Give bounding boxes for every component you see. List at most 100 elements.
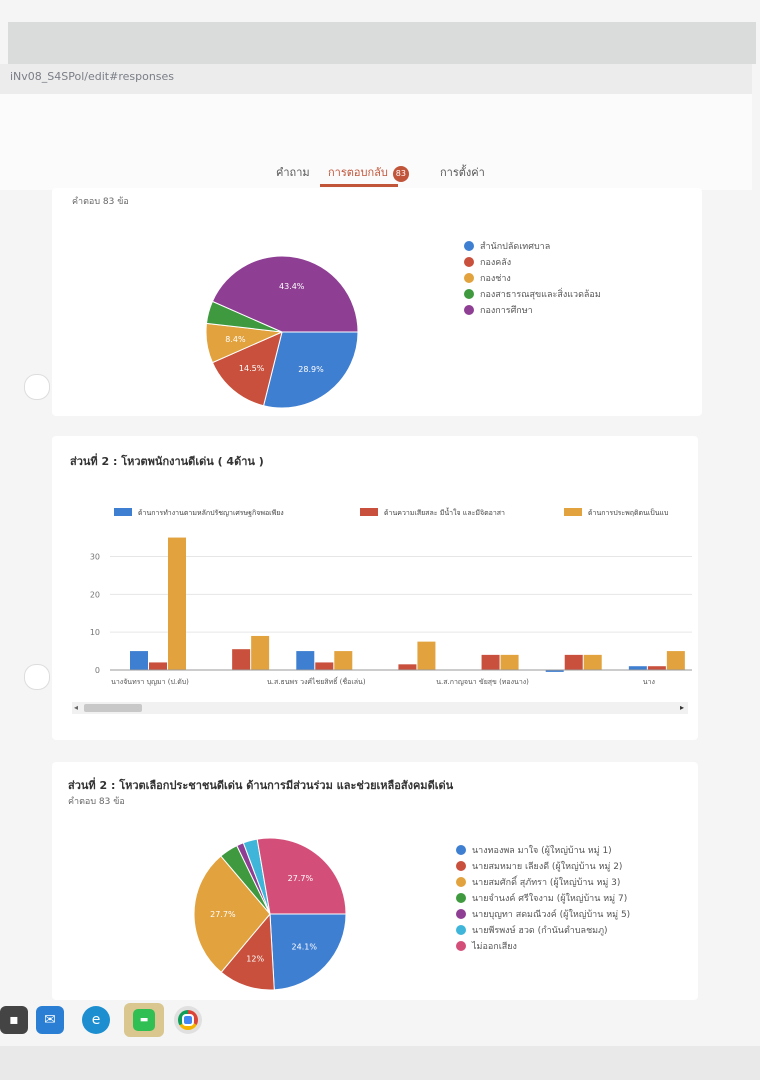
mail-icon[interactable]: ✉: [36, 1006, 64, 1034]
legend-label: นางทองพล มาใจ (ผู้ใหญ่บ้าน หมู่ 1): [472, 846, 612, 856]
response-count: คำตอบ 83 ข้อ: [68, 797, 125, 807]
x-tick-label: น.ส.ธนพร วงศ์ไชยสิทธิ์ (ชื่อเล่น): [267, 676, 366, 686]
pie-slice[interactable]: [193, 855, 271, 973]
bar[interactable]: [583, 654, 602, 670]
legend-label: ด้านความเสียสละ มีน้ำใจ และมีจิตอาสา: [384, 506, 505, 517]
line-app-icon[interactable]: ▬: [124, 1003, 164, 1037]
bar[interactable]: [296, 651, 315, 670]
pie-slice[interactable]: [262, 331, 359, 409]
binder-hole: [24, 374, 50, 400]
pie-slice-label: 27.7%: [288, 874, 314, 883]
legend-dot: [456, 925, 466, 935]
department-legend: สำนักปลัดเทศบาลกองคลังกองช่างกองสาธารณสุ…: [464, 238, 601, 318]
pie-slice-label: 24.1%: [292, 942, 318, 951]
pie-slice[interactable]: [211, 255, 359, 333]
legend-dot: [456, 941, 466, 951]
bar[interactable]: [500, 654, 519, 670]
pie-slice-label: 8.4%: [225, 335, 246, 344]
binder-hole: [24, 664, 50, 690]
tab-settings[interactable]: การตั้งค่า: [440, 166, 485, 179]
store-icon[interactable]: ▪: [0, 1006, 28, 1034]
legend-label: ด้านการทำงานตามหลักปรัชญาเศรษฐกิจพอเพียง: [138, 509, 284, 517]
legend-swatch: [564, 508, 582, 516]
x-tick-label: น.ส.กาญจนา ขัยสุข (ทองนาง): [436, 678, 529, 686]
scroll-right-icon[interactable]: ▸: [679, 703, 684, 712]
y-tick-label: 0: [95, 666, 100, 675]
bar[interactable]: [334, 651, 353, 670]
legend-label: นายสมศักดิ์ สุภัทรา (ผู้ใหญ่บ้าน หมู่ 3): [472, 878, 621, 888]
scroll-left-icon[interactable]: ◂: [74, 703, 79, 712]
department-pie-chart: 28.9% 14.5% 8.4% 43.4%: [205, 255, 359, 409]
citizen-pie-chart: 24.1% 12% 27.7% 27.7%: [193, 837, 347, 991]
response-card-employee-vote: ส่วนที่ 2 : โหวตพนักงานดีเด่น ( 4ด้าน ) …: [52, 436, 698, 740]
pie-slice[interactable]: [211, 331, 283, 407]
browser-tab-bar: [8, 22, 756, 64]
legend-item: กองช่าง: [464, 270, 601, 286]
legend-label: กองสาธารณสุขและสิ่งแวดล้อม: [480, 290, 601, 300]
legend-item: นายจำนงค์ ศรีใจงาม (ผู้ใหญ่บ้าน หมู่ 7): [456, 890, 630, 906]
legend-dot: [456, 877, 466, 887]
legend-label: นายสมหมาย เลียงดี (ผู้ใหญ่บ้าน หมู่ 2): [472, 862, 623, 872]
pie-slice[interactable]: [269, 913, 347, 991]
card-title: ส่วนที่ 2 : โหวตเลือกประชาชนดีเด่น ด้านก…: [68, 779, 454, 792]
legend-swatch: [114, 508, 132, 516]
legend-item: นางทองพล มาใจ (ผู้ใหญ่บ้าน หมู่ 1): [456, 842, 630, 858]
horizontal-scrollbar[interactable]: ◂ ▸: [72, 702, 688, 714]
bar[interactable]: [666, 651, 685, 670]
chrome-icon[interactable]: [174, 1006, 202, 1034]
tab-responses[interactable]: การตอบกลับ 83: [328, 163, 409, 182]
legend-dot: [464, 305, 474, 315]
edge-browser-icon[interactable]: e: [82, 1006, 110, 1034]
bar[interactable]: [545, 670, 564, 672]
legend-label: นายจำนงค์ ศรีใจงาม (ผู้ใหญ่บ้าน หมู่ 7): [472, 894, 628, 904]
legend-item: ไม่ออกเสียง: [456, 938, 630, 954]
bar[interactable]: [564, 654, 583, 670]
pie-slice-label: 27.7%: [210, 910, 236, 919]
address-bar[interactable]: iNv08_S4SPol/edit#responses: [0, 64, 752, 94]
url-text: iNv08_S4SPol/edit#responses: [10, 70, 175, 83]
bar[interactable]: [647, 666, 666, 670]
legend-item: นายบุญทา สดมณีวงค์ (ผู้ใหญ่บ้าน หมู่ 5): [456, 906, 630, 922]
tab-questions[interactable]: คำถาม: [276, 166, 310, 179]
tab-responses-label: การตอบกลับ: [328, 166, 388, 179]
employee-bar-chart: 0 10 20 30 ด้านการทำงานตามหลักปรัชญาเศรษฐกิจ…: [90, 506, 692, 686]
response-card-citizen-vote: ส่วนที่ 2 : โหวตเลือกประชาชนดีเด่น ด้านก…: [52, 762, 698, 1000]
bar[interactable]: [481, 654, 500, 670]
bar[interactable]: [628, 666, 647, 670]
bar[interactable]: [232, 649, 251, 670]
legend-item: นายสมหมาย เลียงดี (ผู้ใหญ่บ้าน หมู่ 2): [456, 858, 630, 874]
legend-label: ไม่ออกเสียง: [472, 942, 517, 952]
scrollbar-thumb[interactable]: [84, 704, 142, 712]
legend-label: กองคลัง: [480, 258, 512, 268]
bar[interactable]: [251, 635, 270, 670]
legend-label: กองช่าง: [480, 274, 511, 284]
legend-label: สำนักปลัดเทศบาล: [480, 242, 551, 252]
response-count: คำตอบ 83 ข้อ: [72, 197, 129, 207]
bar[interactable]: [168, 537, 186, 670]
legend-item: กองคลัง: [464, 254, 601, 270]
bar[interactable]: [398, 664, 417, 670]
legend-item: กองสาธารณสุขและสิ่งแวดล้อม: [464, 286, 601, 302]
legend-item: กองการศึกษา: [464, 302, 601, 318]
legend-label: กองการศึกษา: [480, 306, 533, 316]
legend-dot: [456, 845, 466, 855]
pie-slice-label: 14.5%: [239, 364, 265, 373]
form-tabs: คำถาม การตอบกลับ 83 การตั้งค่า: [0, 155, 760, 189]
bar[interactable]: [417, 641, 436, 670]
bar[interactable]: [149, 662, 167, 670]
legend-dot: [464, 257, 474, 267]
bar[interactable]: [130, 651, 148, 670]
legend-label: นายพีรพงษ์ ฮวด (กำนันตำบลชมภู): [472, 926, 608, 936]
legend-swatch: [360, 508, 378, 516]
legend-item: นายพีรพงษ์ ฮวด (กำนันตำบลชมภู): [456, 922, 630, 938]
legend-item: สำนักปลัดเทศบาล: [464, 238, 601, 254]
bar[interactable]: [315, 662, 334, 670]
pie-slice[interactable]: [256, 837, 347, 915]
legend-label: นายบุญทา สดมณีวงค์ (ผู้ใหญ่บ้าน หมู่ 5): [472, 910, 631, 920]
y-tick-label: 30: [90, 552, 100, 561]
legend-dot: [464, 241, 474, 251]
y-tick-label: 20: [90, 590, 100, 599]
citizen-legend: นางทองพล มาใจ (ผู้ใหญ่บ้าน หมู่ 1) นายสมห…: [456, 842, 630, 954]
response-card-department: คำตอบ 83 ข้อ 28.9% 14.5% 8.4% 43.4% สำนักปล…: [52, 188, 702, 416]
legend-dot: [464, 273, 474, 283]
